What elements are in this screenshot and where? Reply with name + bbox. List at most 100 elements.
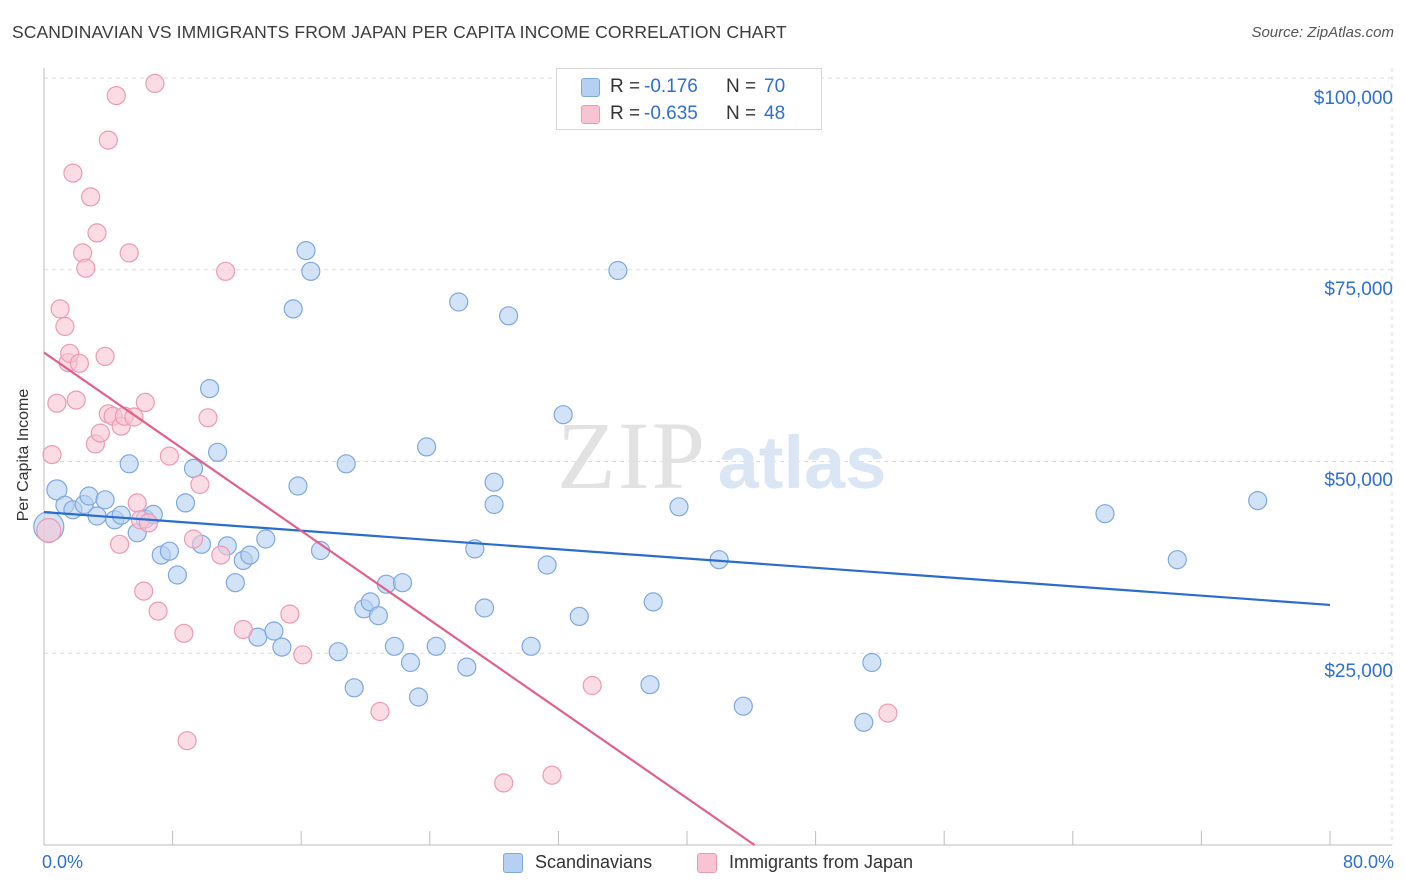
data-point: [542, 765, 562, 785]
legend-swatch-blue: [581, 77, 600, 97]
data-point: [280, 604, 300, 624]
series-immigrants-from-japan: [36, 73, 898, 793]
data-point: [494, 773, 514, 793]
data-point: [167, 565, 187, 585]
data-point: [408, 687, 429, 707]
legend-r-label: R =: [610, 103, 641, 124]
legend-r-value: -0.635: [644, 103, 698, 124]
data-point: [55, 316, 75, 337]
data-point: [640, 675, 660, 695]
data-point: [264, 621, 284, 641]
legend-row-scandinavians: R = -0.176 N = 70: [557, 74, 785, 100]
data-point: [283, 299, 303, 319]
data-point: [135, 392, 155, 412]
data-point: [175, 493, 196, 513]
watermark-zip: ZIP: [557, 402, 707, 509]
data-point: [1248, 491, 1268, 511]
data-point: [608, 260, 628, 281]
data-point: [336, 454, 356, 474]
data-point: [233, 619, 253, 640]
data-point: [216, 261, 236, 281]
legend-label-immigrants-from-japan: Immigrants from Japan: [729, 852, 914, 872]
data-point: [134, 581, 154, 601]
legend-swatch-pink: [581, 104, 600, 124]
data-point: [95, 490, 115, 510]
data-point: [47, 393, 67, 413]
y-axis-label-container: Per Capita Income: [4, 375, 44, 535]
data-point: [50, 299, 70, 319]
series-legend: Scandinavians Immigrants from Japan: [0, 852, 1406, 878]
data-point: [400, 652, 421, 673]
data-point: [119, 454, 139, 474]
data-point: [484, 494, 504, 515]
legend-item-immigrants-from-japan: Immigrants from Japan: [697, 852, 913, 873]
gridlines: [44, 68, 1393, 845]
data-point: [138, 513, 159, 533]
trend-lines: [43, 351, 1331, 846]
data-point: [669, 497, 689, 517]
data-point: [63, 163, 83, 183]
data-point: [474, 598, 495, 618]
data-point: [521, 636, 541, 656]
data-point: [200, 379, 220, 399]
x-tick-label-min: 0.0%: [42, 852, 84, 872]
data-point: [106, 85, 126, 106]
data-point: [80, 187, 101, 207]
data-point: [1167, 550, 1187, 570]
legend-n-value: 70: [764, 76, 786, 97]
data-point: [69, 353, 90, 373]
data-point: [177, 731, 197, 751]
data-point: [370, 701, 390, 722]
data-point: [643, 592, 663, 612]
legend-r-label: R =: [610, 76, 641, 97]
legend-n-label: N =: [726, 76, 757, 97]
data-point: [127, 493, 147, 513]
data-point: [854, 712, 874, 732]
data-point: [98, 130, 118, 150]
legend-r-value: -0.176: [644, 76, 698, 97]
data-point: [537, 555, 557, 575]
data-point: [36, 517, 62, 544]
data-point: [208, 442, 228, 462]
y-tick-labels: $25,000 $50,000 $75,000 $100,000: [1314, 88, 1393, 682]
y-tick-label: $50,000: [1324, 470, 1393, 491]
data-point: [392, 573, 413, 593]
data-point: [95, 346, 115, 366]
legend-swatch-blue: [503, 852, 523, 873]
data-point: [272, 637, 292, 657]
data-point: [733, 696, 753, 716]
data-point: [256, 529, 276, 549]
trend-line-immigrants-from-japan: [43, 351, 756, 846]
data-point: [148, 601, 168, 621]
data-point: [190, 474, 210, 495]
correlation-legend: R = -0.176 N = 70 R = -0.635 N = 48: [556, 68, 822, 130]
data-point: [109, 534, 130, 554]
data-point: [417, 437, 437, 457]
data-point: [1095, 504, 1115, 524]
data-point: [426, 636, 446, 656]
data-point: [296, 241, 316, 261]
data-point: [87, 223, 107, 243]
trend-line-scandinavians: [43, 511, 1331, 607]
data-point: [174, 623, 194, 643]
data-point: [553, 405, 573, 425]
source-credit: Source: ZipAtlas.com: [1251, 24, 1394, 41]
watermark: ZIP atlas: [557, 402, 886, 509]
data-point: [183, 529, 204, 549]
data-point: [582, 675, 602, 696]
y-tick-label: $75,000: [1324, 279, 1393, 300]
data-point: [119, 243, 139, 263]
data-point: [499, 306, 519, 326]
data-point: [111, 505, 131, 525]
data-point: [225, 573, 245, 593]
legend-n-label: N =: [726, 103, 757, 124]
chart-title: SCANDINAVIAN VS IMMIGRANTS FROM JAPAN PE…: [12, 22, 787, 42]
x-tick-label-max: 80.0%: [1342, 852, 1394, 872]
data-point: [368, 606, 388, 626]
data-point: [211, 545, 231, 565]
data-point: [66, 390, 86, 410]
legend-swatch-pink: [697, 852, 717, 873]
data-point: [301, 261, 321, 281]
legend-n-value: 48: [764, 103, 786, 124]
